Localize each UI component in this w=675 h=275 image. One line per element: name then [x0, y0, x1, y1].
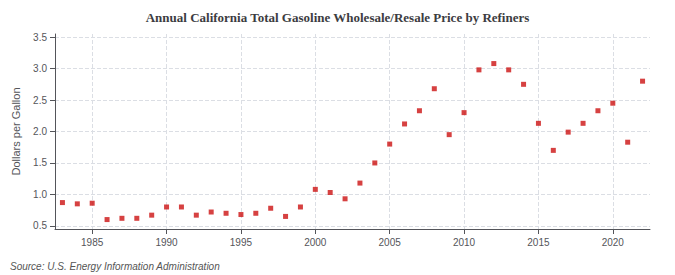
svg-text:1990: 1990 [155, 237, 178, 248]
svg-text:Source: U.S. Energy Informatio: Source: U.S. Energy Information Administ… [10, 261, 220, 272]
svg-text:2.0: 2.0 [33, 126, 47, 137]
svg-text:2000: 2000 [304, 237, 327, 248]
svg-text:0.5: 0.5 [33, 220, 47, 231]
svg-text:2005: 2005 [379, 237, 402, 248]
svg-text:2.5: 2.5 [33, 95, 47, 106]
svg-text:Annual California Total Gasoli: Annual California Total Gasoline Wholesa… [146, 10, 530, 25]
svg-text:2015: 2015 [527, 237, 550, 248]
svg-text:2020: 2020 [602, 237, 625, 248]
svg-text:3.5: 3.5 [33, 32, 47, 43]
svg-text:1995: 1995 [230, 237, 253, 248]
svg-text:Dollars per Gallon: Dollars per Gallon [10, 87, 22, 175]
svg-text:3.0: 3.0 [33, 63, 47, 74]
svg-text:1.0: 1.0 [33, 189, 47, 200]
svg-text:1985: 1985 [81, 237, 104, 248]
svg-text:2010: 2010 [453, 237, 476, 248]
svg-text:1.5: 1.5 [33, 157, 47, 168]
